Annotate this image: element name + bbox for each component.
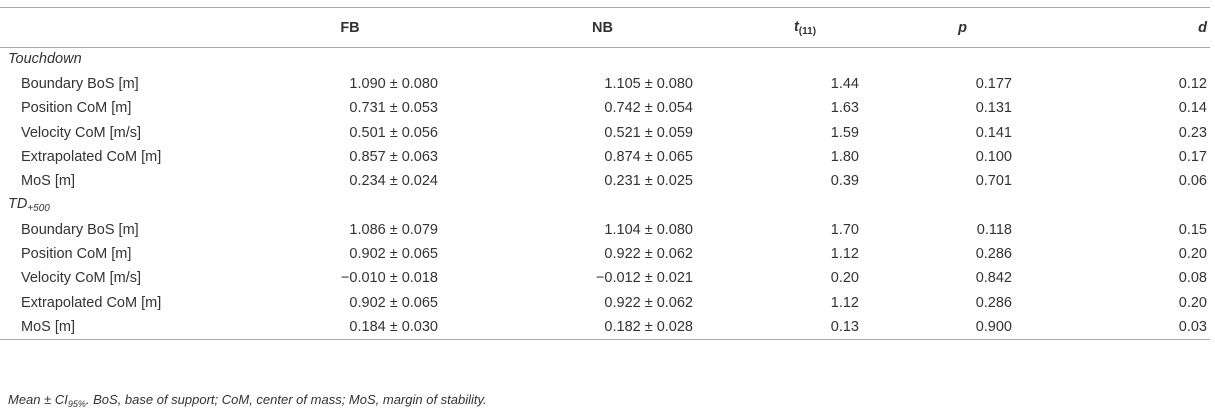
- row-label: Boundary BoS [m]: [21, 75, 139, 92]
- table-row: Position CoM [m] 0.902 ± 0.065 0.922 ± 0.0…: [0, 242, 1210, 266]
- footnote-abbreviations: . BoS, base of support; CoM, center of m…: [85, 392, 487, 407]
- cell-d: 0.03: [1045, 314, 1210, 340]
- cell-d: 0.20: [1178, 246, 1207, 263]
- section-row: Touchdown: [0, 48, 1210, 72]
- cell-nb: 0.922 ± 0.062: [604, 294, 693, 311]
- cell-fb: 1.086 ± 0.079: [349, 221, 438, 238]
- cell-p: 0.286: [975, 294, 1012, 311]
- table-row: Boundary BoS [m] 1.090 ± 0.080 1.105 ± 0.0…: [0, 72, 1210, 96]
- cell-nb: 0.922 ± 0.062: [604, 246, 693, 263]
- cell-t: 1.59: [830, 124, 859, 141]
- cell-nb: 1.105 ± 0.080: [604, 75, 693, 92]
- cell-p: 0.141: [975, 124, 1012, 141]
- cell-p: 0.842: [975, 270, 1012, 287]
- cell-t: 1.80: [830, 148, 859, 165]
- cell-p: 0.286: [975, 246, 1012, 263]
- cell-d: 0.08: [1178, 270, 1207, 287]
- cell-nb: 0.231 ± 0.025: [604, 173, 693, 190]
- cell-d: 0.12: [1178, 75, 1207, 92]
- table-row: Boundary BoS [m] 1.086 ± 0.079 1.104 ± 0.0…: [0, 218, 1210, 242]
- row-label: Position CoM [m]: [21, 246, 132, 263]
- section-title-subscript: +500: [27, 203, 50, 215]
- cell-fb: 0.234 ± 0.024: [349, 173, 438, 190]
- cell-t: 1.12: [830, 246, 859, 263]
- cell-fb: 0.902 ± 0.065: [349, 294, 438, 311]
- row-label: MoS [m]: [0, 314, 225, 340]
- section-title-main: Touchdown: [8, 50, 82, 67]
- cell-p: 0.100: [975, 148, 1012, 165]
- row-label: Position CoM [m]: [21, 100, 132, 117]
- header-p-symbol: p: [958, 19, 967, 36]
- cell-p: 0.900: [880, 314, 1045, 340]
- header-d-symbol: d: [1198, 19, 1207, 36]
- cell-fb: 0.857 ± 0.063: [349, 148, 438, 165]
- header-t-subscript: (11): [798, 25, 817, 37]
- cell-nb: 1.104 ± 0.080: [604, 221, 693, 238]
- header-t: t(11): [730, 7, 880, 48]
- cell-fb: −0.010 ± 0.018: [340, 270, 438, 287]
- cell-nb: 0.742 ± 0.054: [604, 100, 693, 117]
- cell-t: 0.20: [830, 270, 859, 287]
- cell-nb: 0.521 ± 0.059: [604, 124, 693, 141]
- header-variable: [0, 7, 225, 48]
- cell-d: 0.23: [1178, 124, 1207, 141]
- footnote-mean-ci: Mean ± CI: [8, 392, 68, 407]
- section-row: TD+500: [0, 193, 1210, 217]
- cell-fb: 0.902 ± 0.065: [349, 246, 438, 263]
- table-row: Extrapolated CoM [m] 0.902 ± 0.065 0.922 ±…: [0, 290, 1210, 314]
- cell-fb: 1.090 ± 0.080: [349, 75, 438, 92]
- header-t-symbol: t: [793, 18, 799, 35]
- cell-d: 0.20: [1178, 294, 1207, 311]
- table-row: Position CoM [m] 0.731 ± 0.053 0.742 ± 0.0…: [0, 96, 1210, 120]
- section-title: Touchdown: [0, 48, 1210, 72]
- cell-t: 1.63: [830, 100, 859, 117]
- row-label: Extrapolated CoM [m]: [21, 148, 162, 165]
- cell-d: 0.17: [1178, 148, 1207, 165]
- table-row: MoS [m] 0.234 ± 0.024 0.231 ± 0.025 0.39 0.7…: [0, 169, 1210, 193]
- section-title: TD+500: [0, 193, 1210, 217]
- header-p: p: [880, 7, 1045, 48]
- cell-t: 0.39: [830, 173, 859, 190]
- header-row: FB NB t(11) p d: [0, 7, 1210, 48]
- cell-nb: 0.874 ± 0.065: [604, 148, 693, 165]
- cell-fb: 0.731 ± 0.053: [349, 100, 438, 117]
- table-row: Velocity CoM [m/s] 0.501 ± 0.056 0.521 ± 0…: [0, 120, 1210, 144]
- cell-p: 0.118: [976, 221, 1012, 238]
- cell-d: 0.14: [1178, 100, 1207, 117]
- table-header: FB NB t(11) p d: [0, 7, 1210, 48]
- table-body: Touchdown Boundary BoS [m] 1.090 ± 0.080 1.…: [0, 48, 1210, 340]
- row-label: MoS [m]: [21, 173, 75, 190]
- header-nb: NB: [475, 7, 730, 48]
- cell-t: 1.12: [830, 294, 859, 311]
- cell-p: 0.701: [975, 173, 1012, 190]
- cell-nb: 0.182 ± 0.028: [475, 314, 730, 340]
- cell-d: 0.06: [1178, 173, 1207, 190]
- cell-d: 0.15: [1178, 221, 1207, 238]
- table-footnote: Mean ± CI95%. BoS, base of support; CoM,…: [8, 392, 487, 409]
- cell-fb: 0.184 ± 0.030: [225, 314, 475, 340]
- cell-t: 1.44: [830, 75, 859, 92]
- cell-p: 0.131: [975, 100, 1012, 117]
- cell-nb: −0.012 ± 0.021: [595, 270, 693, 287]
- row-label: Velocity CoM [m/s]: [21, 270, 142, 287]
- table-row: Extrapolated CoM [m] 0.857 ± 0.063 0.874 ±…: [0, 145, 1210, 169]
- table-row: MoS [m] 0.184 ± 0.030 0.182 ± 0.028 0.13 0.9…: [0, 314, 1210, 340]
- table-row: Velocity CoM [m/s] −0.010 ± 0.018 −0.012 ±…: [0, 266, 1210, 290]
- footnote-ci-subscript: 95%: [67, 399, 86, 409]
- cell-fb: 0.501 ± 0.056: [349, 124, 438, 141]
- row-label: Extrapolated CoM [m]: [21, 294, 162, 311]
- row-label: Boundary BoS [m]: [21, 221, 139, 238]
- header-d: d: [1045, 7, 1210, 48]
- row-label: Velocity CoM [m/s]: [21, 124, 142, 141]
- cell-t: 0.13: [730, 314, 880, 340]
- header-fb: FB: [225, 7, 475, 48]
- cell-p: 0.177: [975, 75, 1012, 92]
- section-title-main: TD: [8, 196, 28, 213]
- cell-t: 1.70: [830, 221, 859, 238]
- results-table: FB NB t(11) p d Touchdown Boundary BoS [m…: [0, 7, 1210, 340]
